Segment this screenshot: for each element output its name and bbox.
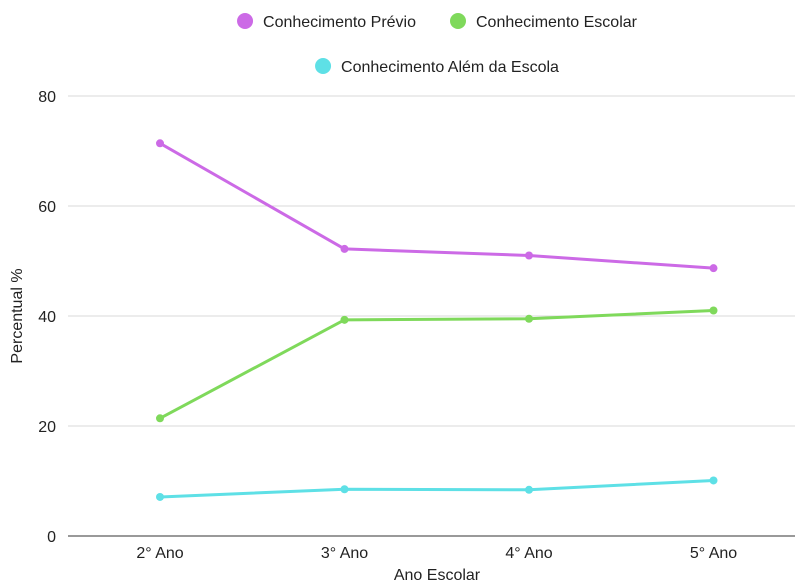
data-point	[709, 476, 718, 485]
data-point	[525, 485, 533, 494]
y-tick-label: 80	[38, 89, 56, 106]
data-point	[340, 485, 349, 494]
legend-marker	[237, 13, 254, 29]
legend-item: Conhecimento Escolar	[450, 13, 638, 31]
legend-marker	[315, 58, 332, 74]
data-point	[156, 139, 164, 148]
x-tick-label: 5° Ano	[690, 545, 737, 562]
data-point	[340, 244, 349, 253]
y-axis-label: Percentual %	[9, 268, 26, 363]
series-line	[158, 141, 715, 270]
y-axis-ticks: 0 20 40 60 80	[38, 89, 56, 546]
x-axis-label: Ano Escolar	[394, 567, 481, 583]
legend-item: Conhecimento Prévio	[237, 13, 416, 31]
data-point	[525, 251, 533, 260]
data-point	[340, 315, 349, 324]
series-group	[156, 139, 718, 273]
legend-label: Conhecimento Prévio	[263, 14, 416, 31]
series-line	[158, 309, 715, 420]
data-point	[525, 314, 533, 323]
y-tick-label: 20	[38, 419, 56, 436]
chart-legend: Conhecimento Prévio Conhecimento Escolar C…	[237, 13, 638, 76]
series-group	[156, 306, 718, 423]
data-point	[156, 492, 164, 501]
legend-label: Conhecimento Escolar	[476, 14, 638, 31]
data-point	[156, 414, 164, 423]
data-point	[709, 264, 718, 273]
legend-marker	[450, 13, 466, 29]
x-tick-label: 2° Ano	[136, 545, 183, 562]
x-tick-label: 4° Ano	[505, 545, 552, 562]
y-tick-label: 0	[47, 529, 56, 546]
series-line	[158, 478, 715, 499]
series-group	[156, 476, 718, 501]
chart-grid	[68, 95, 795, 537]
x-axis-ticks: 2° Ano 3° Ano 4° Ano 5° Ano	[136, 545, 737, 562]
chart-series	[156, 139, 718, 501]
y-tick-label: 40	[38, 309, 56, 326]
y-tick-label: 60	[38, 199, 56, 216]
x-tick-label: 3° Ano	[321, 545, 368, 562]
legend-item: Conhecimento Além da Escola	[315, 58, 559, 76]
legend-label: Conhecimento Além da Escola	[341, 59, 559, 76]
data-point	[709, 306, 718, 315]
